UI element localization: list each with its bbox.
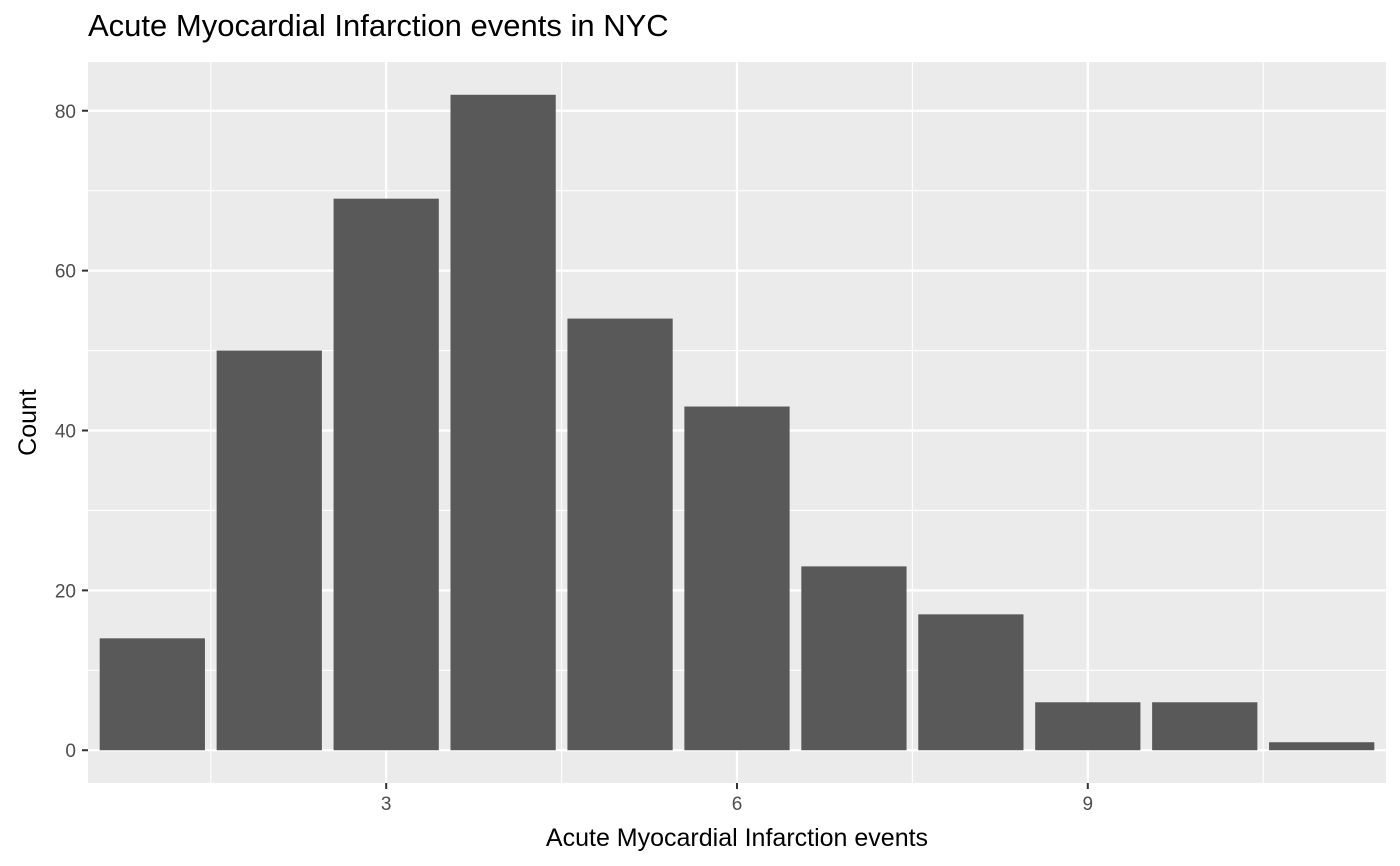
x-tick-label: 6 [732, 794, 743, 815]
x-tick-label: 9 [1083, 794, 1094, 815]
y-axis: 0 20 40 60 80 [55, 102, 88, 762]
bars [99, 94, 1375, 751]
bar-5 [567, 318, 673, 751]
x-tick-label: 3 [381, 794, 392, 815]
bar-6 [684, 406, 790, 751]
chart-title: Acute Myocardial Infarction events in NY… [88, 8, 669, 43]
bar-2 [216, 350, 322, 751]
bar-10 [1152, 702, 1258, 751]
x-axis: 3 6 9 [381, 783, 1093, 815]
y-tick-label: 20 [55, 581, 76, 602]
y-tick-label: 80 [55, 102, 76, 123]
bar-7 [801, 566, 907, 751]
bar-11 [1269, 742, 1375, 751]
bar-1 [99, 638, 205, 751]
y-tick-label: 0 [65, 741, 76, 762]
bar-8 [918, 614, 1024, 751]
y-axis-title: Count [14, 389, 42, 456]
x-axis-title: Acute Myocardial Infarction events [546, 824, 928, 852]
bar-3 [333, 198, 439, 751]
y-tick-label: 40 [55, 421, 76, 442]
bar-4 [450, 94, 556, 751]
y-tick-label: 60 [55, 262, 76, 283]
bar-9 [1035, 702, 1141, 751]
